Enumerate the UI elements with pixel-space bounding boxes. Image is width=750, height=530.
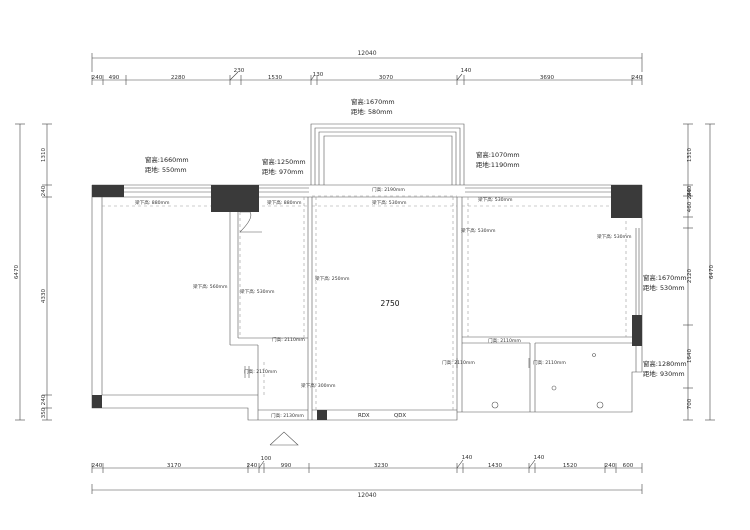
bottom-dimension-value: 140 [462,455,473,461]
bottom-dimension-value: 990 [281,463,292,469]
beam-height-note: 梁下高: 880mm [135,199,170,206]
top-dimension-value: 490 [109,75,120,81]
right-total-dimension: 6470 [709,264,715,279]
top-total-dimension: 12040 [357,50,376,57]
beam-height-note: 梁下高: 880mm [267,199,302,206]
window-sill-note: 距地: 550mm [145,165,187,174]
top-dimension-value: 230 [234,68,245,74]
room-dimension-label: 2750 [380,299,399,308]
left-dimension-value: 240 [41,185,47,196]
beam-height-note: 梁下高: 530mm [372,199,407,206]
left-total-dimension: 6470 [14,264,20,279]
appliance-label: QDX [394,413,406,419]
bottom-dimension-value: 240 [247,463,258,469]
beam-height-note: 梁下高: 300mm [301,382,336,389]
right-dimension-value: 460 [687,201,693,212]
left-dimension-value: 350 [41,407,47,418]
door-height-note: 门高: 2190mm [372,186,405,193]
left-dimension-value: 4330 [41,288,47,303]
top-dimension-value: 3070 [379,75,394,81]
top-dimension-value: 240 [92,75,103,81]
left-dimension-value: 1310 [41,147,47,162]
window-sill-note: 距地: 580mm [351,107,393,116]
bottom-total-dimension: 12040 [357,492,376,499]
bottom-dimension-value: 3230 [374,463,389,469]
beam-height-note: 梁下高: 250mm [315,275,350,282]
right-dimension-value: 1310 [687,147,693,162]
top-dimension-value: 130 [313,72,324,78]
right-dimension-value: 1640 [687,348,693,363]
right-dimension-value: 700 [687,398,693,409]
bottom-dimension-value: 3170 [167,463,182,469]
left-dimension-value: 240 [41,394,47,405]
window-height-note: 窗高:1670mm [351,97,395,106]
bottom-dimension-value: 1520 [563,463,578,469]
window-sill-note: 距地: 970mm [262,167,304,176]
window-height-note: 窗高:1070mm [476,150,520,159]
right-dimension-value: 240 [687,188,693,199]
top-dimension-value: 140 [461,68,472,74]
beam-height-note: 梁下高: 530mm [240,288,275,295]
top-dimension-value: 2280 [171,75,186,81]
top-dimension-lines [91,53,643,85]
beam-height-note: 梁下高: 560mm [193,283,228,290]
right-dimension-lines [683,123,715,421]
window-height-note: 窗高:1280mm [643,359,687,368]
beam-lines [102,195,632,410]
bottom-dimension-value: 240 [92,463,103,469]
window-height-note: 窗高:1670mm [643,273,687,282]
window-height-note: 窗高:1660mm [145,155,189,164]
window-sill-note: 距地: 530mm [643,283,685,292]
bottom-dimension-value: 100 [261,456,272,462]
fixtures [244,353,604,446]
beam-height-note: 梁下高: 530mm [478,196,513,203]
beam-height-note: 梁下高: 530mm [597,233,632,240]
bottom-dimension-lines [91,459,643,494]
door-height-note: 门高: 2110mm [488,337,521,344]
door-height-note: 门高: 2130mm [271,412,304,419]
left-dimension-lines [15,123,52,421]
bottom-dimension-value: 240 [605,463,616,469]
door-height-note: 门高: 2110mm [272,336,305,343]
top-dimension-value: 1530 [268,75,283,81]
beam-height-note: 梁下高: 530mm [461,227,496,234]
right-dimension-value: 240 [687,185,693,196]
door-height-note: 门高: 2110mm [442,359,475,366]
structural-columns [92,185,642,420]
window-sill-note: 距地:1190mm [476,160,520,169]
appliance-label: RDX [358,413,370,419]
door-height-note: 门高: 2110mm [533,359,566,366]
bottom-dimension-value: 600 [623,463,634,469]
window-sill-note: 距地: 930mm [643,369,685,378]
bottom-dimension-value: 140 [534,455,545,461]
bottom-dimension-value: 1430 [488,463,503,469]
top-dimension-value: 3690 [540,75,555,81]
right-dimension-value: 2120 [687,268,693,283]
door-height-note: 门高: 2110mm [244,368,277,375]
top-dimension-value: 240 [632,75,643,81]
window-height-note: 窗高:1250mm [262,157,306,166]
